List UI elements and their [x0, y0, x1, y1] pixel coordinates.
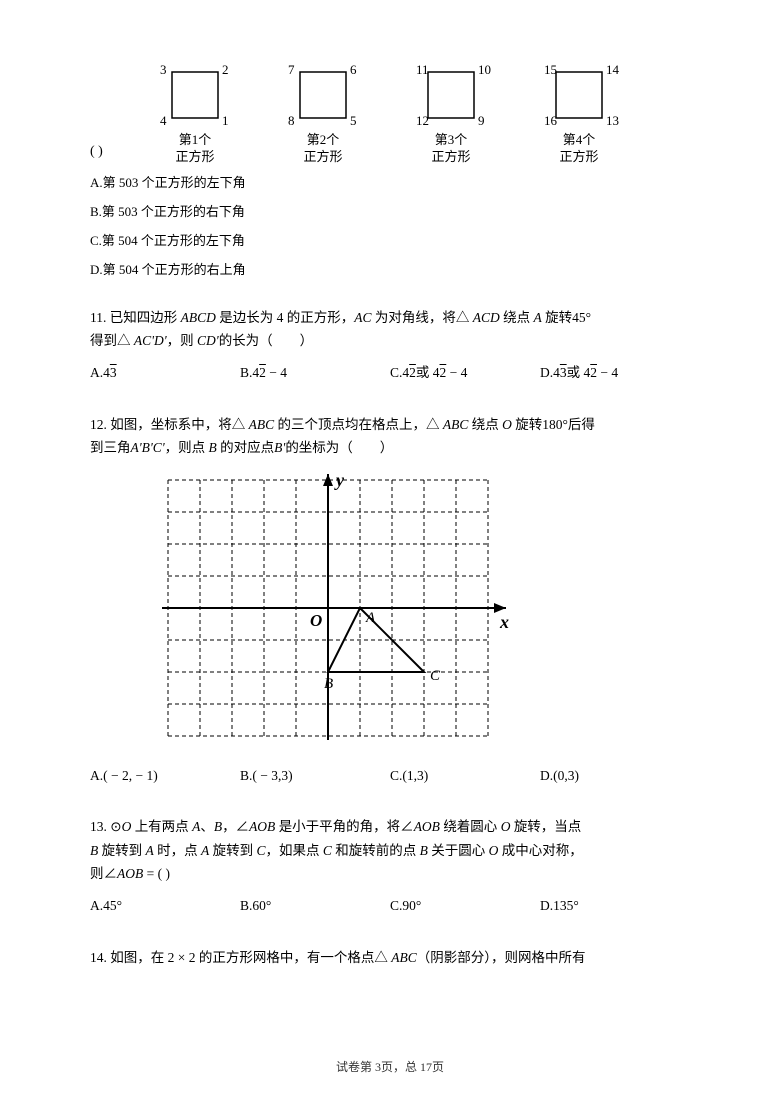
square-4: 15 14 16 13 第4个正方形	[534, 60, 624, 166]
q12-stem2: 到三角A'B'C'，则点 B 的对应点B'的坐标为（ ）	[90, 436, 690, 460]
square-3: 11 10 12 9 第3个正方形	[406, 60, 496, 166]
q13-stem3: 则∠AOB = ( )	[90, 862, 690, 886]
svg-text:11: 11	[416, 62, 429, 77]
svg-text:1: 1	[222, 113, 229, 128]
q11: 11. 已知四边形 ABCD 是边长为 4 的正方形，AC 为对角线，将△ AC…	[90, 306, 690, 385]
svg-text:O: O	[310, 611, 322, 630]
svg-text:2: 2	[222, 62, 229, 77]
svg-text:15: 15	[544, 62, 557, 77]
q12-stem1: 12. 如图，坐标系中，将△ ABC 的三个顶点均在格点上，△ ABC 绕点 O…	[90, 413, 690, 437]
q12-diagram: y x O A B C	[150, 468, 690, 756]
page-footer: 试卷第 3页，总 17页	[0, 1058, 780, 1075]
q13-stem2: B 旋转到 A 时，点 A 旋转到 C，如果点 C 和旋转前的点 B 关于圆心 …	[90, 839, 690, 863]
q11-choices: A.43 B.42 − 4 C.42或 42 − 4 D.43或 42 − 4	[90, 361, 690, 385]
q13: 13. ⊙O 上有两点 A、B，∠AOB 是小于平角的角，将∠AOB 绕着圆心 …	[90, 815, 690, 918]
q13-choice-c: C.90°	[390, 894, 540, 918]
paren-text: ( )	[90, 144, 103, 159]
svg-text:8: 8	[288, 113, 295, 128]
q11-choice-b: B.42 − 4	[240, 361, 390, 385]
svg-text:C: C	[430, 668, 441, 684]
q13-choice-d: D.135°	[540, 894, 690, 918]
q11-stem1: 11. 已知四边形 ABCD 是边长为 4 的正方形，AC 为对角线，将△ AC…	[90, 306, 690, 330]
square-label-1: 第1个正方形	[175, 132, 214, 166]
svg-text:16: 16	[544, 113, 558, 128]
square-1: 3 2 4 1 第1个正方形	[150, 60, 240, 166]
svg-text:10: 10	[478, 62, 491, 77]
squares-sequence: 3241第1个正方形7685第2个正方形1110129第3个正方形1514161…	[150, 60, 690, 166]
q10-option-a: A.第 503 个正方形的左下角	[90, 172, 690, 191]
svg-text:B: B	[324, 676, 333, 692]
q11-choice-a: A.43	[90, 361, 240, 385]
q13-choice-a: A.45°	[90, 894, 240, 918]
svg-text:x: x	[499, 612, 509, 632]
q12-choice-c: C.(1,3)	[390, 764, 540, 788]
svg-text:A: A	[365, 610, 376, 626]
q10-option-d: D.第 504 个正方形的右上角	[90, 259, 690, 278]
svg-text:4: 4	[160, 113, 167, 128]
q11-choice-d: D.43或 42 − 4	[540, 361, 690, 385]
svg-text:5: 5	[350, 113, 357, 128]
q12-choice-d: D.(0,3)	[540, 764, 690, 788]
square-label-4: 第4个正方形	[559, 132, 598, 166]
q12-choices: A.( − 2, − 1) B.( − 3,3) C.(1,3) D.(0,3)	[90, 764, 690, 788]
q11-stem2: 得到△ AC'D'，则 CD'的长为（ ）	[90, 329, 690, 353]
q12-choice-a: A.( − 2, − 1)	[90, 764, 240, 788]
square-label-2: 第2个正方形	[303, 132, 342, 166]
svg-text:7: 7	[288, 62, 295, 77]
svg-text:12: 12	[416, 113, 429, 128]
q11-choice-c: C.42或 42 − 4	[390, 361, 540, 385]
q13-stem1: 13. ⊙O 上有两点 A、B，∠AOB 是小于平角的角，将∠AOB 绕着圆心 …	[90, 815, 690, 839]
svg-text:9: 9	[478, 113, 485, 128]
svg-text:3: 3	[160, 62, 167, 77]
square-label-3: 第3个正方形	[431, 132, 470, 166]
q12: 12. 如图，坐标系中，将△ ABC 的三个顶点均在格点上，△ ABC 绕点 O…	[90, 413, 690, 788]
square-2: 7 6 8 5 第2个正方形	[278, 60, 368, 166]
q12-choice-b: B.( − 3,3)	[240, 764, 390, 788]
q14-stem: 14. 如图，在 2 × 2 的正方形网格中，有一个格点△ ABC（阴影部分），…	[90, 946, 690, 970]
q10-option-c: C.第 504 个正方形的左下角	[90, 230, 690, 249]
svg-text:14: 14	[606, 62, 620, 77]
q13-choice-b: B.60°	[240, 894, 390, 918]
svg-text:y: y	[334, 470, 345, 490]
q13-choices: A.45° B.60° C.90° D.135°	[90, 894, 690, 918]
svg-text:6: 6	[350, 62, 357, 77]
q14: 14. 如图，在 2 × 2 的正方形网格中，有一个格点△ ABC（阴影部分），…	[90, 946, 690, 970]
svg-text:13: 13	[606, 113, 619, 128]
q10-option-b: B.第 503 个正方形的右下角	[90, 201, 690, 220]
